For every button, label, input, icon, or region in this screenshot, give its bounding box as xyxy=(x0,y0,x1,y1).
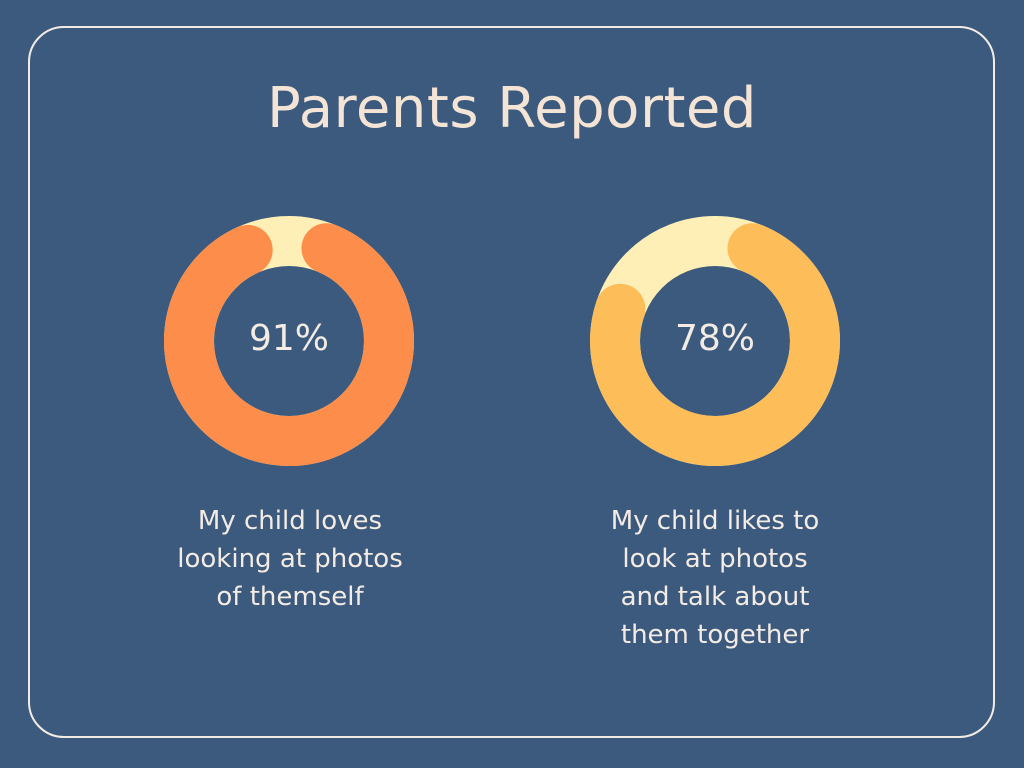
donut-chart-1: 91% xyxy=(164,216,414,466)
donut-2-label: 78% xyxy=(674,318,755,359)
donut-1-caption: My child loves looking at photos of them… xyxy=(140,502,440,616)
caption-line: My child loves xyxy=(197,506,383,536)
page-title: Parents Reported xyxy=(267,76,757,141)
caption-line: My child likes to xyxy=(610,506,820,536)
card-frame xyxy=(28,26,995,738)
caption-line: looking at photos xyxy=(177,544,403,574)
donut-1-label: 91% xyxy=(248,318,329,359)
donut-2-caption: My child likes to look at photos and tal… xyxy=(565,502,865,654)
donut-1-value-arc xyxy=(164,223,414,466)
donut-chart-2: 78% xyxy=(590,216,840,466)
caption-line: and talk about xyxy=(620,582,810,612)
donut-svg-1 xyxy=(164,216,414,466)
donut-2-value-arc xyxy=(590,223,840,466)
caption-line: look at photos xyxy=(622,544,808,574)
donut-svg-2 xyxy=(590,216,840,466)
caption-line: them together xyxy=(620,620,810,650)
caption-line: of themself xyxy=(216,582,364,612)
